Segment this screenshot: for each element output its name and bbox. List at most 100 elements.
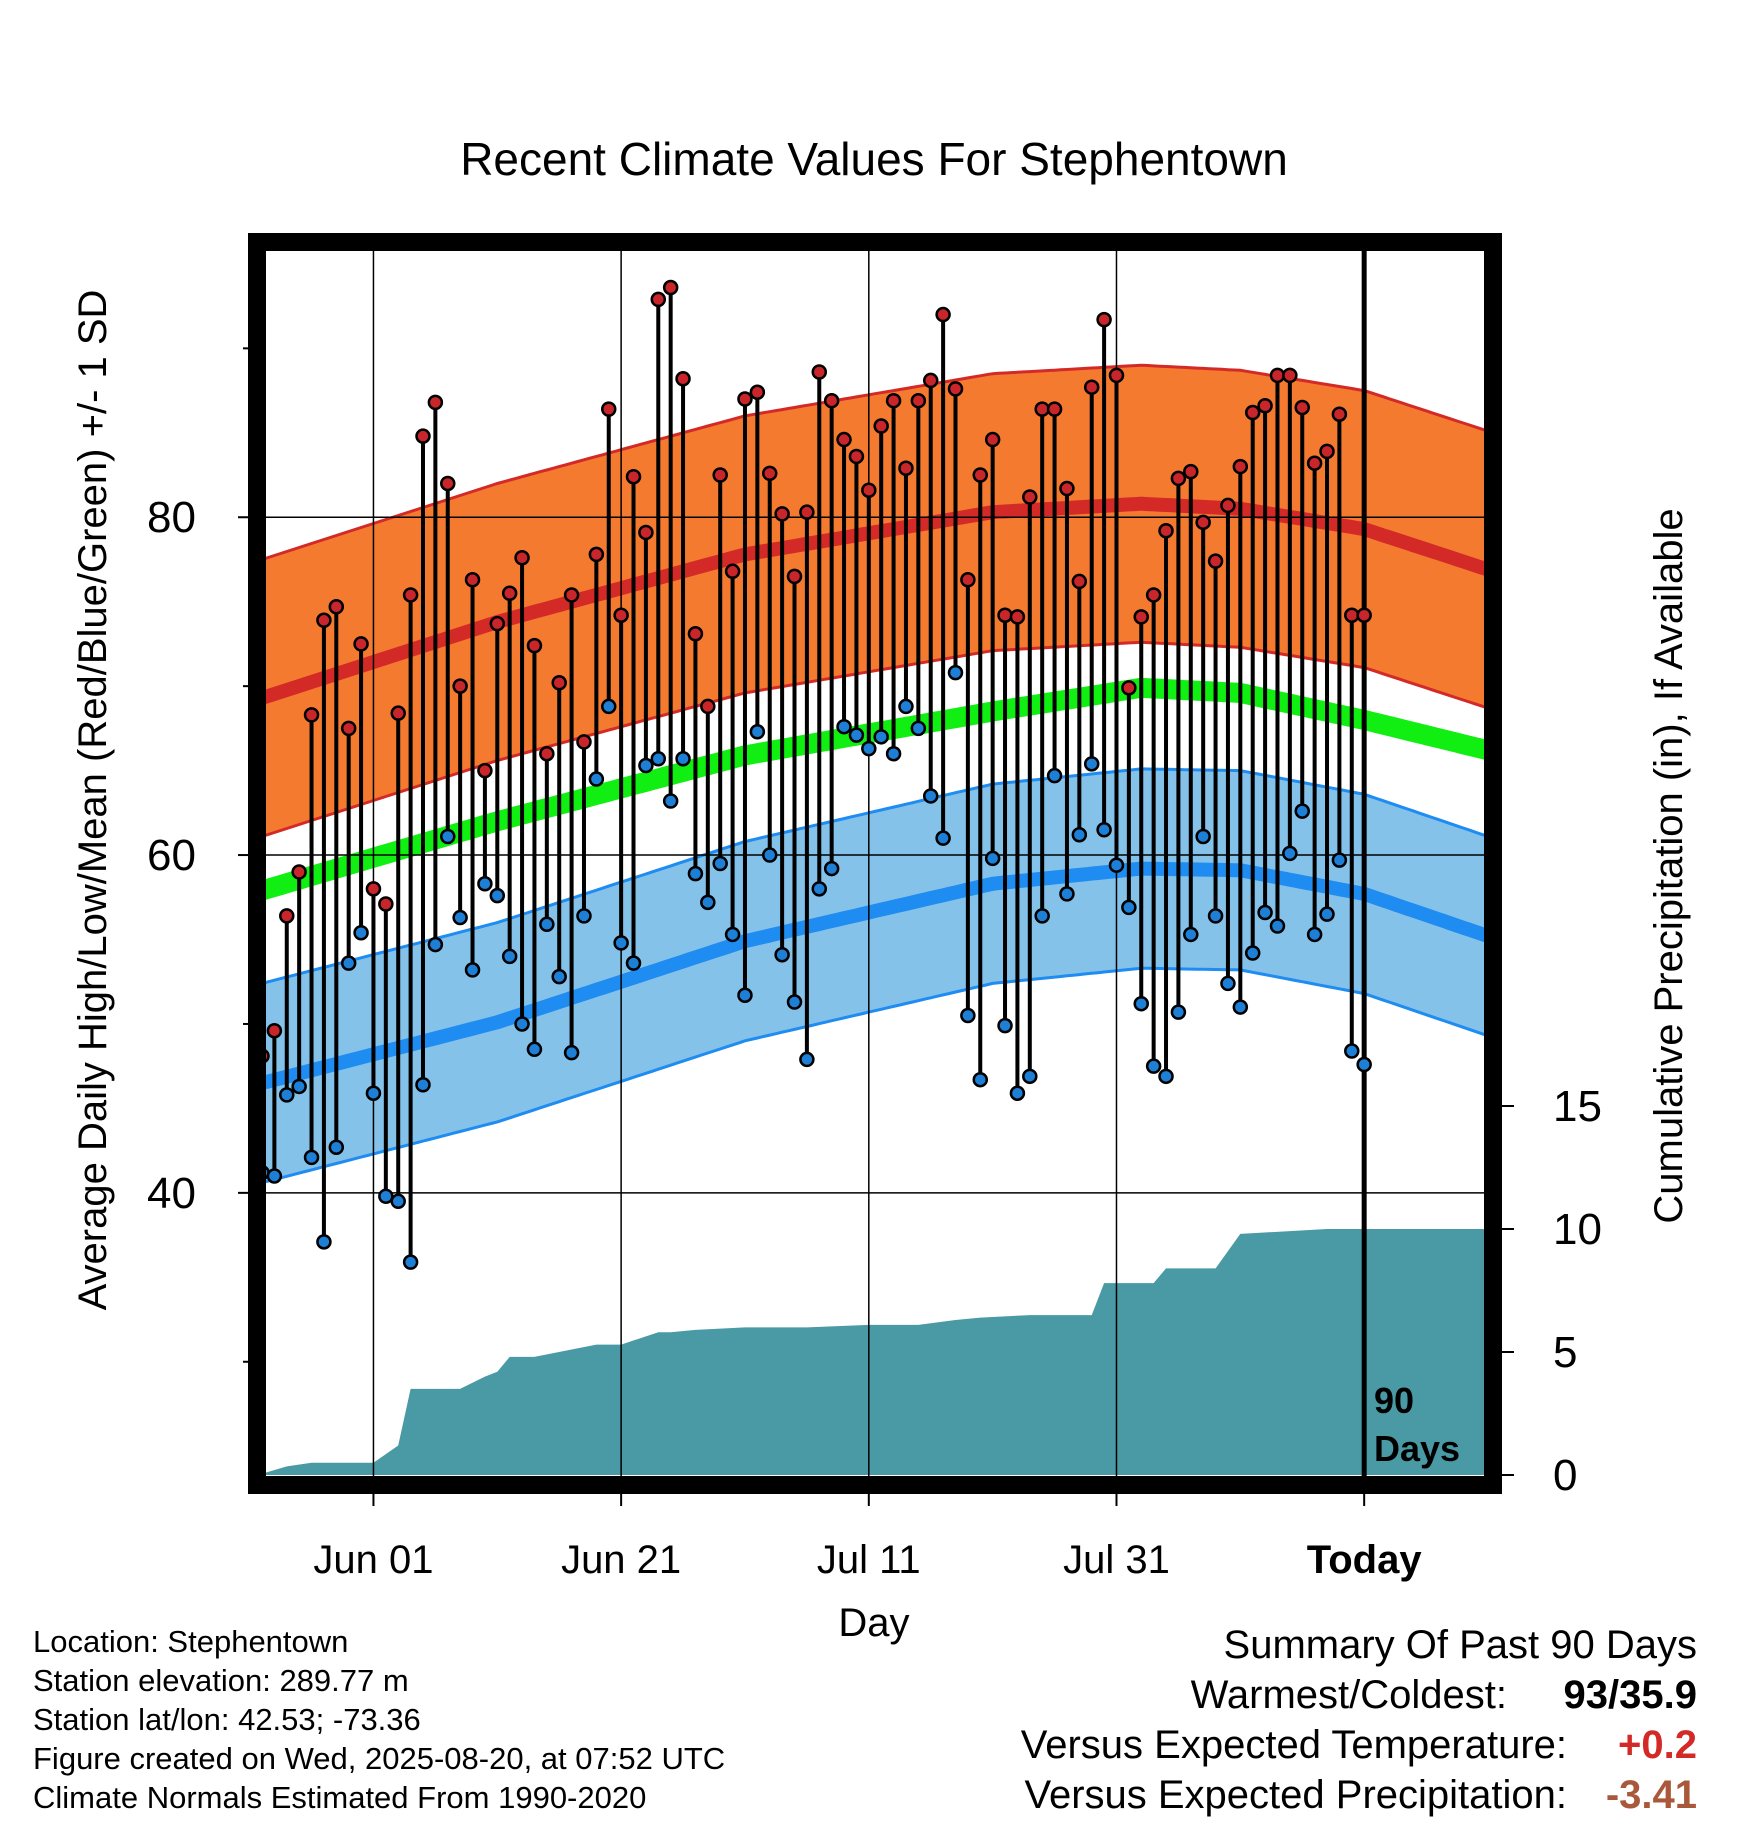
daily-high-point <box>576 734 592 750</box>
daily-high-point <box>1220 497 1236 514</box>
daily-high-point <box>638 524 654 541</box>
daily-high-point <box>1046 401 1063 417</box>
daily-high-point <box>1257 398 1273 414</box>
daily-low-point <box>724 926 741 943</box>
daily-high-point <box>588 546 605 563</box>
high-normal-band-lower-edge <box>262 640 1488 838</box>
daily-high-point <box>935 306 951 323</box>
warmest-label: Warmest/Coldest: <box>1190 1673 1507 1717</box>
daily-high-point <box>1022 489 1038 505</box>
daily-high-point <box>1306 455 1323 471</box>
daily-high-point <box>910 392 927 409</box>
cumulative-precipitation-area <box>262 1229 1488 1475</box>
daily-high-point <box>1009 609 1026 625</box>
y2-tick-label: 0 <box>1553 1451 1577 1500</box>
daily-high-point <box>1034 401 1050 417</box>
plot-frame <box>248 233 1502 1494</box>
daily-high-point <box>1269 367 1286 384</box>
daily-high-point <box>749 384 766 401</box>
daily-high-point <box>799 504 815 520</box>
daily-low-point <box>861 740 877 757</box>
low-normal-band-upper-edge <box>262 767 1488 985</box>
daily-high-point <box>501 585 518 602</box>
daily-high-point <box>625 468 642 485</box>
daily-low-point <box>279 1087 295 1103</box>
x-axis-label: Day <box>838 1601 909 1645</box>
daily-low-point <box>910 720 927 737</box>
daily-high-point <box>737 391 753 407</box>
daily-low-point <box>687 865 704 882</box>
daily-high-point <box>464 571 481 588</box>
daily-low-point <box>885 745 902 762</box>
daily-high-point <box>390 705 406 721</box>
created-line: Figure created on Wed, 2025-08-20, at 07… <box>33 1741 726 1776</box>
daily-high-point <box>811 364 828 380</box>
daily-low-point <box>452 909 468 926</box>
x-tick-label: Jul 11 <box>817 1538 921 1582</box>
daily-low-point <box>823 860 840 877</box>
daily-low-point <box>303 1149 320 1166</box>
x-tick-label: Jul 31 <box>1063 1538 1170 1582</box>
daily-high-point <box>1170 470 1187 487</box>
daily-low-point <box>1170 1004 1187 1020</box>
daily-high-point <box>848 448 865 465</box>
daily-low-point <box>675 751 691 767</box>
daily-high-point <box>1145 587 1162 603</box>
daily-low-point <box>526 1041 543 1058</box>
daily-low-point <box>1096 821 1112 838</box>
daily-high-point <box>873 418 889 434</box>
daily-low-point <box>489 887 506 904</box>
normals-line: Climate Normals Estimated From 1990-2020 <box>33 1780 647 1815</box>
daily-low-point <box>625 955 642 971</box>
daily-high-point <box>1158 523 1174 539</box>
daily-low-point <box>650 751 667 767</box>
daily-low-point <box>1282 845 1298 862</box>
daily-high-point <box>984 431 1001 448</box>
daily-high-point <box>947 381 964 397</box>
summary-row-precip: Versus Expected Precipitation: -3.41 <box>1021 1770 1697 1820</box>
daily-high-point <box>1071 573 1088 590</box>
daily-low-point <box>477 876 493 892</box>
daily-high-point <box>885 392 902 409</box>
daily-high-point <box>786 568 803 585</box>
daily-low-point <box>1232 999 1249 1015</box>
daily-low-point <box>1183 926 1199 943</box>
normal-low-line <box>262 861 1488 1090</box>
daily-low-point <box>415 1077 431 1093</box>
daily-high-point <box>1108 367 1125 384</box>
daily-low-point <box>378 1188 394 1204</box>
daily-high-point <box>1096 311 1112 328</box>
daily-low-point <box>613 935 629 951</box>
daily-low-point <box>390 1193 406 1210</box>
summary-row-temp: Versus Expected Temperature: +0.2 <box>1021 1720 1697 1770</box>
daily-low-point <box>947 664 964 681</box>
daily-high-point <box>303 707 320 723</box>
daily-low-point <box>997 1017 1013 1034</box>
daily-high-point <box>1232 458 1249 475</box>
y2-tick-label: 10 <box>1553 1205 1602 1254</box>
daily-high-point <box>452 678 468 694</box>
daily-low-point <box>799 1051 815 1068</box>
location-line: Location: Stephentown <box>33 1624 349 1659</box>
summary-panel: Summary Of Past 90 Days Warmest/Coldest:… <box>1021 1620 1697 1820</box>
daily-low-point <box>588 771 605 787</box>
daily-low-point <box>1059 886 1075 902</box>
daily-low-point <box>1046 767 1063 784</box>
daily-low-point <box>1331 852 1348 868</box>
daily-high-point <box>328 599 345 615</box>
daily-high-point <box>316 612 332 629</box>
daily-high-point <box>650 291 667 308</box>
daily-high-point <box>1244 404 1261 421</box>
summary-row-warmest: Warmest/Coldest: 93/35.9 <box>1021 1670 1697 1720</box>
daily-low-point <box>1133 995 1150 1012</box>
daily-low-point <box>440 828 456 845</box>
x-tick-label: Today <box>1307 1538 1423 1582</box>
daily-low-point <box>353 925 369 941</box>
daily-high-point <box>427 394 444 411</box>
daily-low-point <box>328 1139 345 1156</box>
daily-high-point <box>1294 399 1310 416</box>
daily-high-point <box>1344 607 1360 623</box>
daily-low-point <box>922 788 939 804</box>
daily-high-point <box>836 431 852 448</box>
daily-low-point <box>1257 904 1273 921</box>
